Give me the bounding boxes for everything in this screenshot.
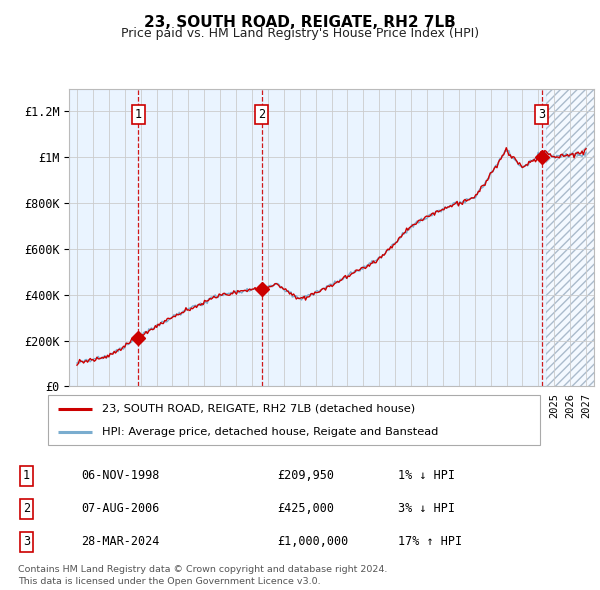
Text: 2: 2	[258, 109, 265, 122]
Text: HPI: Average price, detached house, Reigate and Banstead: HPI: Average price, detached house, Reig…	[102, 427, 439, 437]
Text: 23, SOUTH ROAD, REIGATE, RH2 7LB: 23, SOUTH ROAD, REIGATE, RH2 7LB	[144, 15, 456, 30]
Line: HPI: Average price, detached house, Reigate and Banstead: HPI: Average price, detached house, Reig…	[77, 150, 586, 363]
Text: Price paid vs. HM Land Registry's House Price Index (HPI): Price paid vs. HM Land Registry's House …	[121, 27, 479, 40]
Text: Contains HM Land Registry data © Crown copyright and database right 2024.: Contains HM Land Registry data © Crown c…	[18, 565, 388, 574]
HPI: Average price, detached house, Reigate and Banstead: (2.02e+03, 7.69e+05): Average price, detached house, Reigate a…	[436, 206, 443, 214]
HPI: Average price, detached house, Reigate and Banstead: (2.02e+03, 9.81e+05): Average price, detached house, Reigate a…	[514, 158, 521, 165]
Text: 17% ↑ HPI: 17% ↑ HPI	[398, 535, 462, 549]
HPI: Average price, detached house, Reigate and Banstead: (2e+03, 1.21e+05): Average price, detached house, Reigate a…	[91, 355, 98, 362]
HPI: Average price, detached house, Reigate and Banstead: (2e+03, 1.42e+05): Average price, detached house, Reigate a…	[107, 350, 114, 358]
23, SOUTH ROAD, REIGATE, RH2 7LB (detached house)	[73, 362, 80, 369]
HPI: Average price, detached house, Reigate and Banstead: (2.03e+03, 1.01e+06): Average price, detached house, Reigate a…	[580, 150, 587, 158]
23, SOUTH ROAD, REIGATE, RH2 7LB (detached house)	[107, 350, 114, 357]
HPI: Average price, detached house, Reigate and Banstead: (2e+03, 1.02e+05): Average price, detached house, Reigate a…	[73, 359, 80, 366]
Text: 1: 1	[23, 469, 30, 483]
Bar	[69, 88, 546, 386]
FancyBboxPatch shape	[48, 395, 540, 445]
23, SOUTH ROAD, REIGATE, RH2 7LB (detached house)	[335, 278, 343, 286]
Text: 23, SOUTH ROAD, REIGATE, RH2 7LB (detached house): 23, SOUTH ROAD, REIGATE, RH2 7LB (detach…	[102, 404, 415, 414]
HPI: Average price, detached house, Reigate and Banstead: (2.02e+03, 1.03e+06): Average price, detached house, Reigate a…	[505, 147, 512, 154]
Bar	[546, 88, 594, 386]
23, SOUTH ROAD, REIGATE, RH2 7LB (detached house)	[436, 208, 443, 215]
Text: 2: 2	[23, 502, 30, 516]
Text: This data is licensed under the Open Government Licence v3.0.: This data is licensed under the Open Gov…	[18, 577, 320, 586]
Bar	[546, 88, 594, 386]
Text: 1: 1	[134, 109, 142, 122]
Text: 3% ↓ HPI: 3% ↓ HPI	[398, 502, 455, 516]
Text: 07-AUG-2006: 07-AUG-2006	[81, 502, 160, 516]
Text: £209,950: £209,950	[277, 469, 334, 483]
HPI: Average price, detached house, Reigate and Banstead: (2.03e+03, 1.02e+06): Average price, detached house, Reigate a…	[583, 149, 590, 156]
23, SOUTH ROAD, REIGATE, RH2 7LB (detached house)	[503, 144, 510, 151]
Text: 28-MAR-2024: 28-MAR-2024	[81, 535, 160, 549]
Text: 1% ↓ HPI: 1% ↓ HPI	[398, 469, 455, 483]
HPI: Average price, detached house, Reigate and Banstead: (2.01e+03, 4.55e+05): Average price, detached house, Reigate a…	[335, 278, 343, 286]
23, SOUTH ROAD, REIGATE, RH2 7LB (detached house)	[91, 358, 98, 365]
Text: £1,000,000: £1,000,000	[277, 535, 348, 549]
23, SOUTH ROAD, REIGATE, RH2 7LB (detached house)	[583, 145, 590, 152]
23, SOUTH ROAD, REIGATE, RH2 7LB (detached house)	[514, 158, 521, 165]
Text: 3: 3	[23, 535, 30, 549]
Line: 23, SOUTH ROAD, REIGATE, RH2 7LB (detached house): 23, SOUTH ROAD, REIGATE, RH2 7LB (detach…	[77, 148, 586, 365]
Text: 3: 3	[538, 109, 545, 122]
Text: 06-NOV-1998: 06-NOV-1998	[81, 469, 160, 483]
Text: £425,000: £425,000	[277, 502, 334, 516]
23, SOUTH ROAD, REIGATE, RH2 7LB (detached house)	[580, 151, 587, 158]
